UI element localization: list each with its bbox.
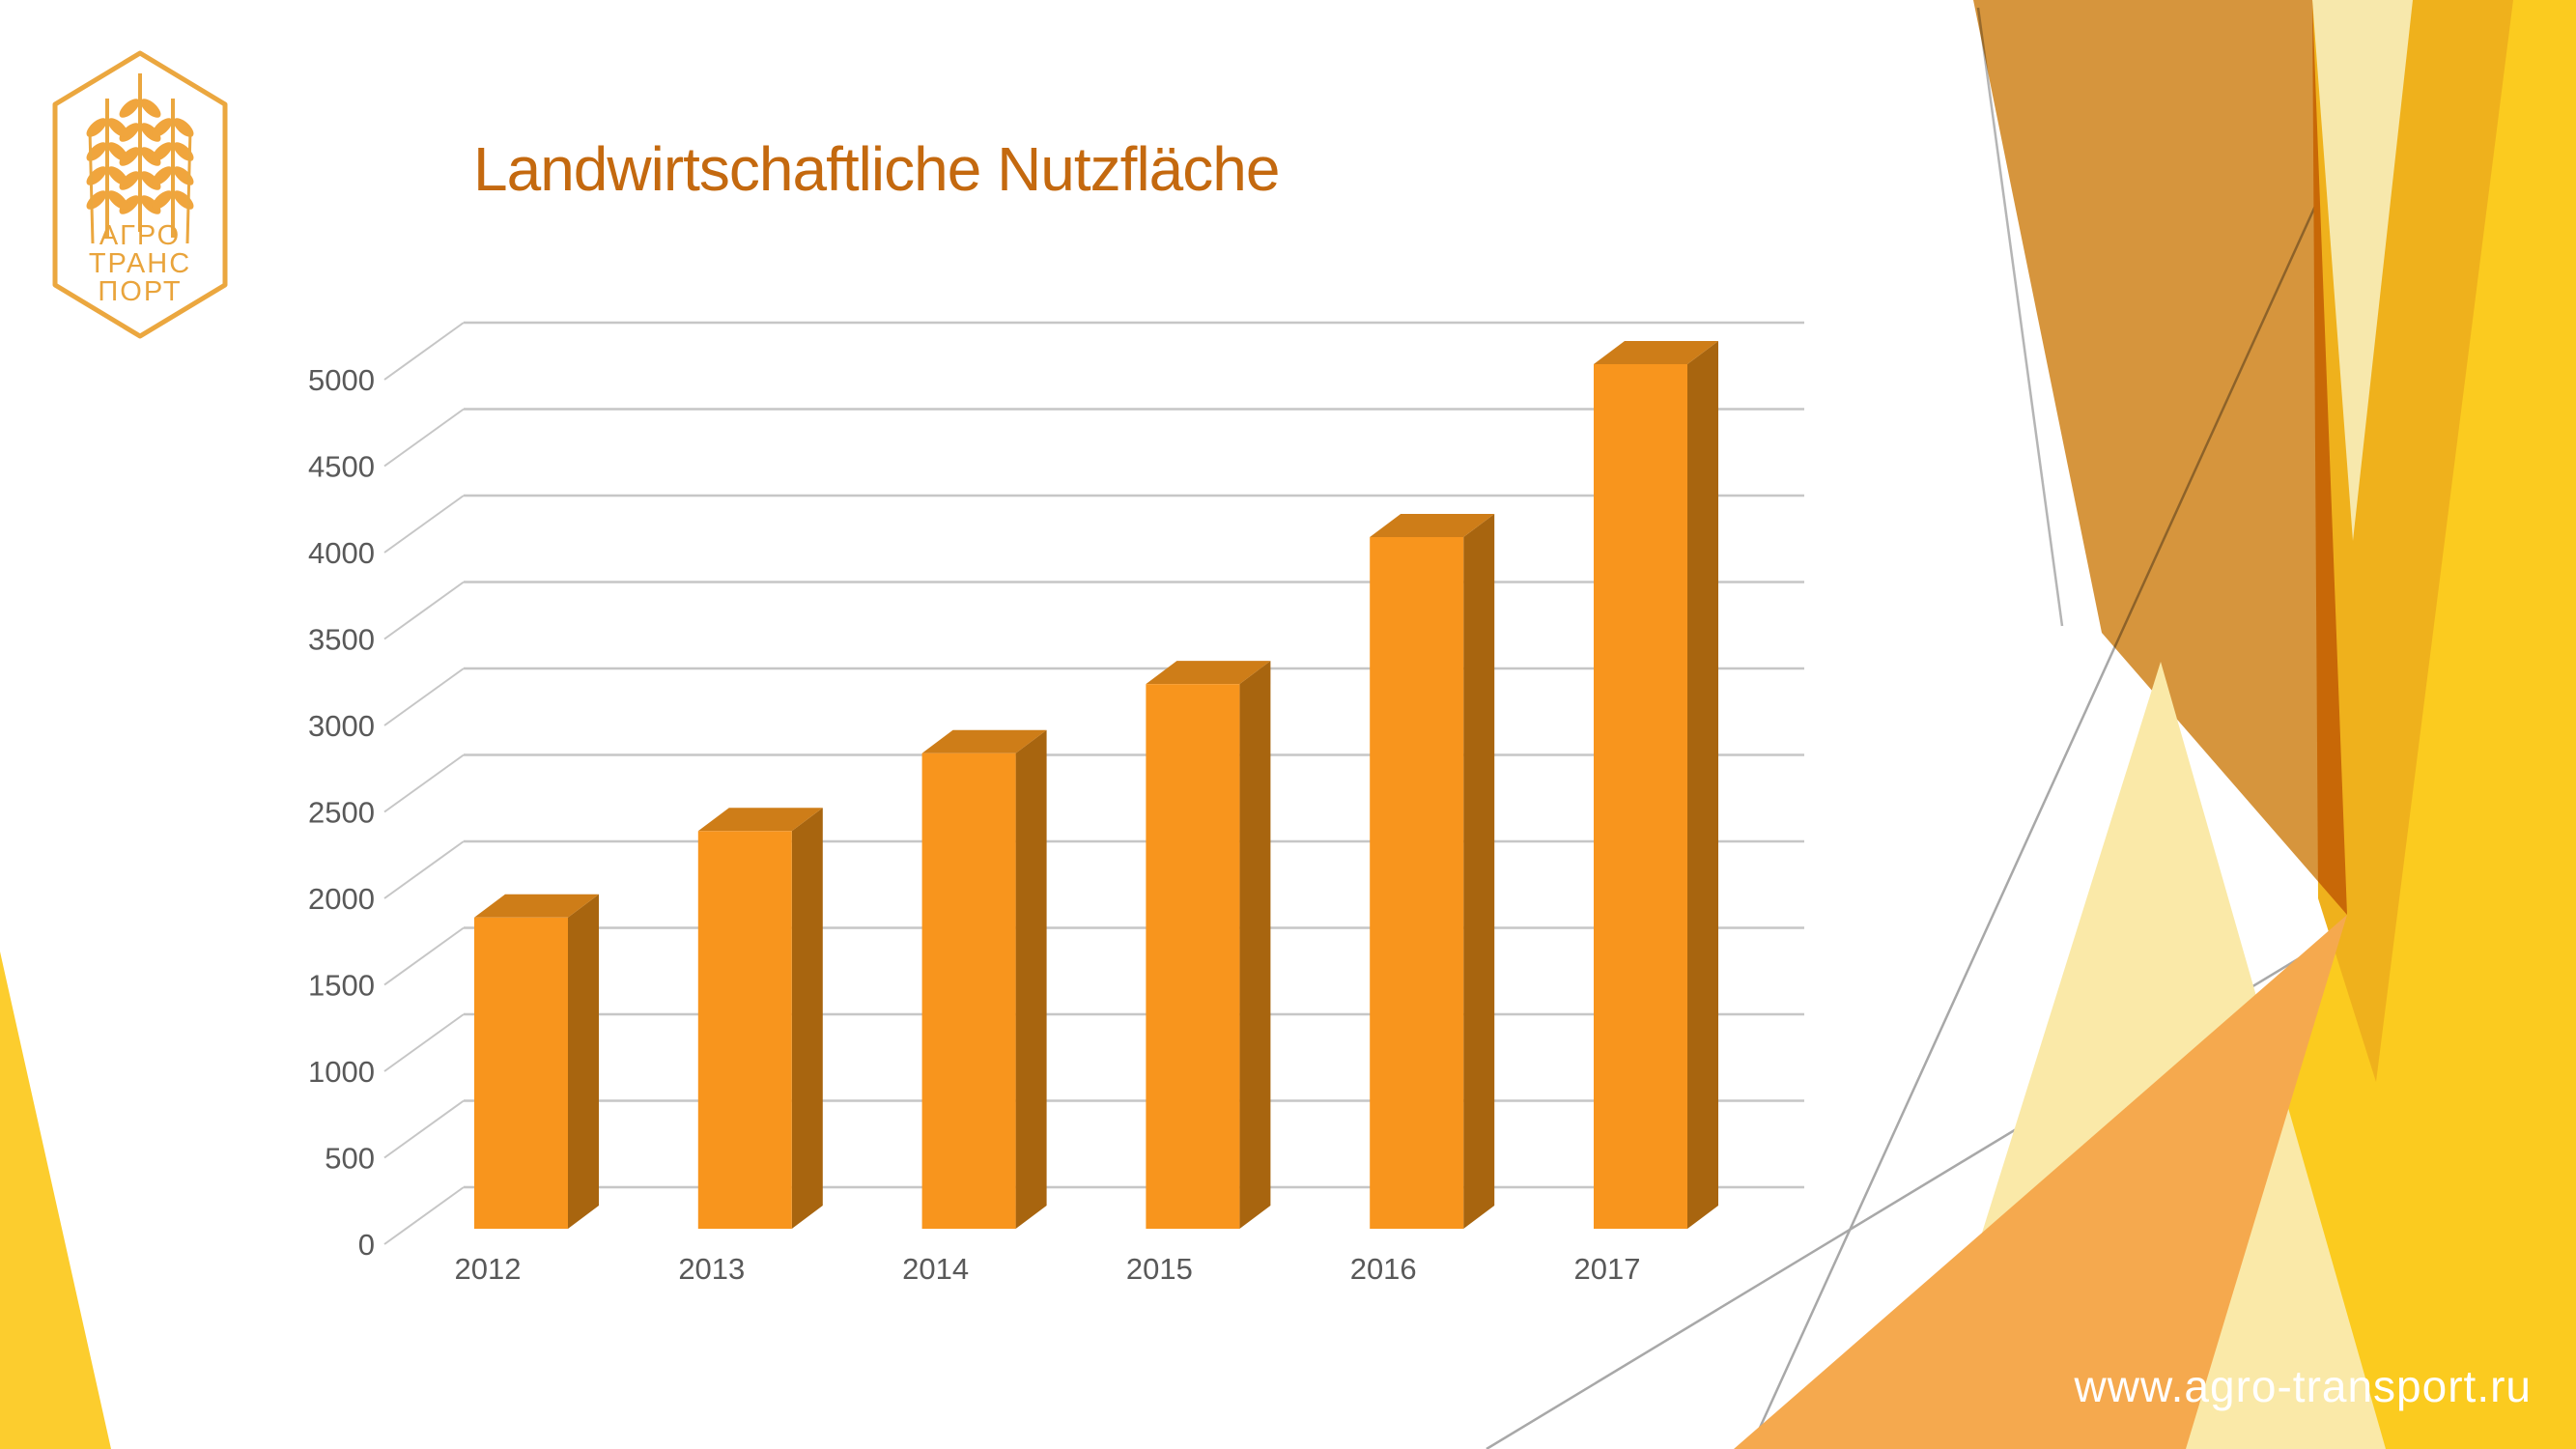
- y-axis-label: 2000: [308, 882, 375, 916]
- bar-side-face: [1239, 661, 1271, 1229]
- y-axis-tick: [383, 408, 465, 468]
- bar-2016: [1370, 514, 1495, 1229]
- y-axis-tick: [383, 495, 465, 554]
- bar-top-face: [1370, 514, 1495, 537]
- bar-front-face: [1146, 684, 1240, 1229]
- wheat-grain: [152, 142, 173, 161]
- y-axis-tick: [383, 840, 465, 899]
- bar-side-face: [1463, 514, 1495, 1229]
- y-axis-label: 1500: [308, 969, 375, 1003]
- bar-top-face: [1146, 661, 1271, 685]
- logo-text-line2: ТРАНС: [89, 248, 191, 279]
- wheat-grain: [140, 195, 161, 214]
- wheat-grain: [107, 118, 128, 137]
- bar-2015: [1146, 661, 1271, 1229]
- logo-text-line1: АГРО: [99, 220, 181, 251]
- bar-top-face: [474, 894, 599, 918]
- bar-side-face: [791, 808, 823, 1229]
- y-axis-tick: [383, 1013, 465, 1072]
- wheat-leaf: [185, 129, 192, 244]
- y-axis-tick: [383, 668, 465, 726]
- wheat-grain: [119, 99, 140, 118]
- wheat-grain: [152, 166, 173, 185]
- bar-top-face: [921, 729, 1047, 753]
- bar-2013: [697, 808, 823, 1229]
- wheat-grain: [152, 118, 173, 137]
- x-axis-label: 2013: [678, 1252, 745, 1286]
- bar-side-face: [1015, 729, 1047, 1229]
- bar-front-face: [921, 753, 1016, 1229]
- wheat-grain: [86, 118, 107, 137]
- wheat-grain: [140, 171, 161, 190]
- bar-side-face: [1687, 341, 1718, 1229]
- x-axis-label: 2014: [902, 1252, 969, 1286]
- decor-corner-wedge: [0, 952, 111, 1449]
- bar-front-face: [697, 831, 792, 1229]
- y-axis-label: 500: [325, 1142, 375, 1176]
- y-axis-tick: [383, 1099, 465, 1159]
- wheat-grain: [107, 142, 128, 161]
- bar-side-face: [568, 894, 599, 1229]
- wheat-grain: [173, 118, 194, 137]
- wheat-grain: [140, 99, 161, 118]
- bar-2012: [474, 894, 599, 1229]
- bar-front-face: [1370, 537, 1464, 1229]
- y-axis-tick: [383, 753, 465, 813]
- wheat-grain: [119, 195, 140, 214]
- bar-front-face: [1594, 364, 1687, 1229]
- bar-2017: [1594, 341, 1718, 1229]
- y-axis-label: 0: [358, 1228, 375, 1262]
- wheat-grain: [119, 123, 140, 142]
- wheat-grain: [107, 166, 128, 185]
- agro-transport-logo: АГРО ТРАНС ПОРТ: [52, 50, 228, 339]
- wheat-leaf: [88, 129, 95, 244]
- y-axis-label: 1000: [308, 1055, 375, 1089]
- y-axis-tick: [383, 322, 465, 381]
- x-axis-label: 2016: [1350, 1252, 1417, 1286]
- bar-2014: [921, 729, 1047, 1229]
- bar-top-face: [697, 808, 823, 832]
- logo-hexagon-outline: [52, 50, 228, 339]
- y-axis-label: 3500: [308, 623, 375, 657]
- wheat-grain: [107, 190, 128, 210]
- y-axis-label: 2500: [308, 796, 375, 830]
- y-axis-label: 5000: [308, 363, 375, 397]
- x-axis-label: 2015: [1126, 1252, 1193, 1286]
- page-title: Landwirtschaftliche Nutzfläche: [473, 134, 1280, 204]
- y-axis-tick: [383, 581, 465, 640]
- decor-orange-triangle: [1734, 915, 2347, 1449]
- wheat-grain: [119, 147, 140, 166]
- y-axis-label: 4500: [308, 450, 375, 484]
- wheat-grain: [140, 147, 161, 166]
- decor-pale-sliver: [2312, 0, 2413, 541]
- bar-top-face: [1594, 341, 1718, 364]
- footer-url: www.agro-transport.ru: [2074, 1361, 2532, 1411]
- wheat-grain: [140, 123, 161, 142]
- x-axis-label: 2017: [1574, 1252, 1641, 1286]
- wheat-grain: [152, 190, 173, 210]
- wheat-grain: [119, 171, 140, 190]
- x-axis-label: 2012: [455, 1252, 522, 1286]
- decor-amber-wedge: [1973, 0, 2347, 915]
- decor-diagonal-line-3: [1976, 7, 2064, 627]
- y-axis-tick: [383, 926, 465, 986]
- bar-front-face: [474, 917, 568, 1229]
- y-axis-tick: [383, 1186, 465, 1245]
- wheat-icon: [86, 73, 194, 244]
- y-axis-label: 3000: [308, 709, 375, 743]
- logo-text-line3: ПОРТ: [98, 276, 182, 307]
- y-axis-label: 4000: [308, 536, 375, 570]
